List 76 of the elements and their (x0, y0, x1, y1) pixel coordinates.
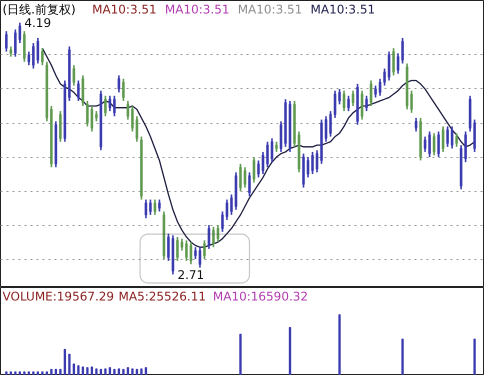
chart-title: (日线.前复权) (2, 2, 76, 16)
candlestick (455, 132, 458, 148)
candlestick (342, 90, 346, 112)
candlestick (36, 37, 40, 64)
candlestick (378, 78, 382, 97)
candlestick (72, 64, 76, 86)
candlestick (352, 90, 354, 107)
candlestick (410, 90, 413, 114)
candlestick (432, 132, 436, 156)
candlestick (190, 241, 192, 266)
candlestick (90, 105, 94, 132)
annotation: 2.71 (177, 268, 204, 282)
candlestick (365, 95, 368, 112)
text: MA5:25526.11 (118, 290, 206, 304)
candlestick (59, 110, 62, 143)
candlestick (347, 95, 350, 112)
text: MA10:3.51 (92, 2, 157, 16)
candlestick (10, 46, 12, 58)
candlestick (144, 198, 148, 220)
candlestick (203, 240, 206, 260)
candlestick (158, 198, 161, 212)
candlestick (198, 246, 202, 268)
candlestick (131, 105, 134, 132)
candlestick (396, 52, 400, 74)
candlestick (118, 74, 120, 94)
candlestick (41, 47, 44, 66)
candlestick (424, 136, 426, 153)
candlestick (180, 238, 184, 252)
candlestick (113, 95, 116, 118)
candlestick (464, 130, 467, 163)
candlestick (136, 115, 138, 143)
candlestick (104, 95, 107, 118)
text: MA10:3.51 (310, 2, 376, 16)
candlestick (122, 78, 125, 102)
candlestick (414, 117, 418, 132)
candlestick (252, 156, 256, 184)
candlestick (167, 232, 170, 262)
candlestick (370, 80, 372, 107)
text: MA10:3.51 (164, 2, 230, 16)
candlestick (212, 226, 215, 248)
candlestick (446, 126, 449, 148)
candlestick (388, 50, 390, 82)
candlestick (428, 130, 431, 158)
candlestick (5, 30, 8, 52)
candlestick (32, 42, 35, 70)
candlestick (401, 37, 404, 64)
text: MA10:3.51 (238, 2, 302, 16)
candlestick (18, 22, 22, 44)
candlestick (149, 198, 152, 216)
candlestick (216, 224, 220, 243)
text: VOLUME:19567.29 (2, 290, 114, 304)
candlestick (176, 236, 179, 262)
candlestick (86, 100, 89, 128)
candlestick (14, 28, 17, 58)
candlestick (437, 130, 440, 158)
candlestick (185, 240, 188, 262)
candlestick (442, 126, 444, 153)
candlestick (374, 84, 377, 98)
candlestick (154, 198, 156, 216)
candlestick (392, 47, 395, 76)
candlestick (95, 110, 98, 122)
candlestick (28, 50, 30, 66)
candlestick (248, 172, 251, 197)
candlestick (383, 68, 386, 86)
candlestick (360, 90, 364, 120)
candlestick (77, 80, 80, 102)
candlestick (194, 246, 197, 260)
candlestick (108, 95, 112, 112)
candlestick (126, 100, 130, 120)
annotation: 4.19 (24, 16, 52, 30)
candlestick (82, 74, 84, 107)
candlestick (23, 30, 26, 63)
candlestick (275, 140, 278, 153)
candlestick (208, 224, 210, 250)
text: MA10:16590.32 (212, 290, 308, 304)
candlestick (450, 126, 454, 150)
